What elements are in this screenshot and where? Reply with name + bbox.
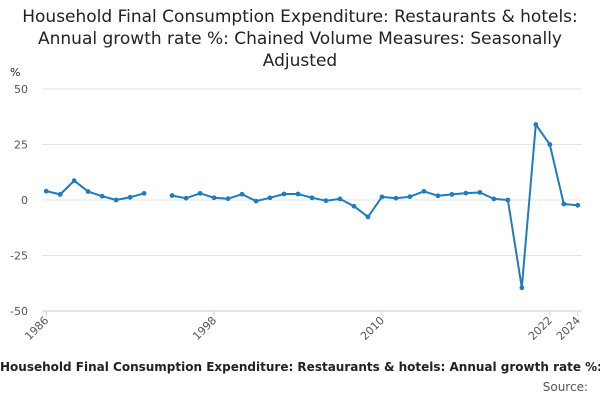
data-point xyxy=(365,214,371,220)
x-tick-label: 2024 xyxy=(554,314,583,343)
y-tick-label: 25 xyxy=(14,139,28,152)
data-point xyxy=(253,198,259,204)
y-axis-unit-label: % xyxy=(10,66,21,79)
source-label: Source: xyxy=(542,380,588,394)
data-point xyxy=(351,203,357,209)
x-tick-label: 1986 xyxy=(22,314,51,343)
data-point xyxy=(141,190,147,196)
y-tick-label: 0 xyxy=(21,194,28,207)
legend-label: Household Final Consumption Expenditure:… xyxy=(0,360,600,374)
data-point xyxy=(505,197,511,203)
data-point xyxy=(337,196,343,202)
data-point xyxy=(113,197,119,203)
series-line xyxy=(171,123,578,289)
y-tick-label: -50 xyxy=(10,305,28,318)
data-point xyxy=(533,122,539,127)
data-point xyxy=(575,202,581,208)
data-point xyxy=(99,193,105,199)
data-point xyxy=(477,190,483,195)
data-point xyxy=(183,195,189,201)
data-point xyxy=(393,195,399,201)
data-point xyxy=(519,285,525,291)
x-tick-label: 1998 xyxy=(190,314,219,343)
chart-title: Household Final Consumption Expenditure:… xyxy=(22,7,578,71)
data-point xyxy=(281,191,287,197)
data-point xyxy=(491,196,497,202)
data-point xyxy=(71,178,77,184)
data-point xyxy=(295,191,301,197)
data-point xyxy=(435,193,441,199)
data-point xyxy=(43,188,49,194)
data-point xyxy=(127,194,133,200)
legend: Household Final Consumption Expenditure:… xyxy=(0,360,600,376)
data-point xyxy=(267,195,273,201)
data-point xyxy=(547,142,553,147)
data-point xyxy=(421,188,427,194)
data-point xyxy=(309,195,315,201)
series-line xyxy=(45,179,145,201)
data-point xyxy=(57,192,63,197)
data-point xyxy=(449,192,455,197)
x-tick-label: 2010 xyxy=(358,314,387,343)
data-point xyxy=(407,194,413,200)
data-point xyxy=(85,189,91,194)
data-point xyxy=(169,193,175,198)
data-point xyxy=(561,201,567,207)
data-point xyxy=(197,190,203,196)
y-tick-label: -25 xyxy=(10,250,28,263)
x-tick-label: 2022 xyxy=(526,314,555,343)
data-point xyxy=(323,198,329,204)
data-point xyxy=(225,196,231,202)
data-point xyxy=(239,191,245,197)
data-point xyxy=(379,194,385,200)
data-point xyxy=(211,195,217,201)
y-tick-label: 50 xyxy=(14,83,28,96)
data-point xyxy=(463,190,469,196)
